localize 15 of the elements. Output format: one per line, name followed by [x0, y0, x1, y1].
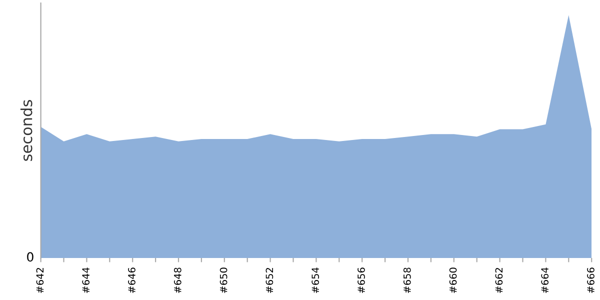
x-tick-label: #662 [495, 268, 503, 293]
y-axis-title: seconds [20, 100, 32, 161]
x-tick-label: #648 [174, 268, 182, 293]
x-tick-label: #664 [541, 268, 549, 293]
x-tick-label: #660 [449, 268, 457, 293]
x-tick-label: #666 [587, 268, 594, 293]
x-tick-label: #646 [128, 268, 136, 293]
x-tick-label: #652 [266, 268, 274, 293]
annotation: 0 [27, 252, 34, 262]
x-tick-label: #644 [82, 268, 90, 293]
x-tick-label: #654 [312, 268, 320, 293]
x-tick-label: #656 [358, 268, 365, 293]
x-tick-label: #658 [403, 268, 411, 293]
x-tick-label: #650 [220, 268, 228, 293]
x-tick-label: #642 [36, 268, 44, 293]
